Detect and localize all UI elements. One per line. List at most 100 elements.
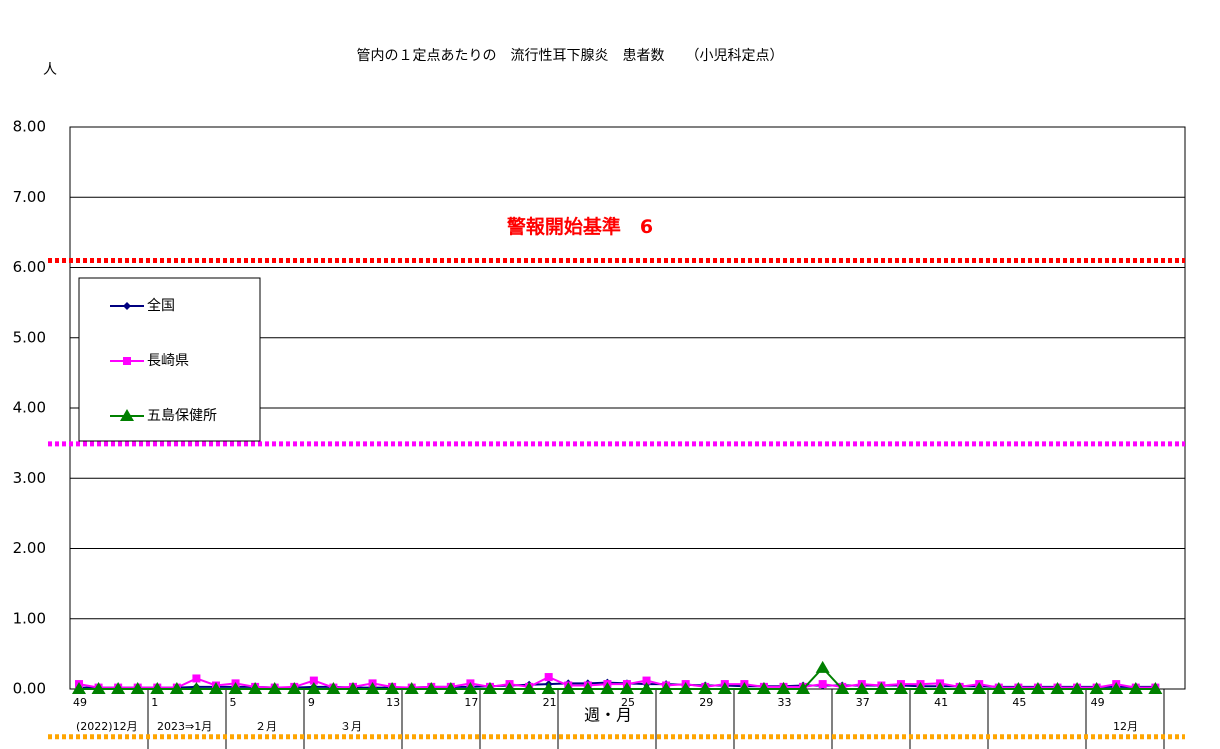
data-point [541, 682, 556, 694]
x-tick-label: 37 [856, 696, 870, 709]
data-point [208, 682, 223, 694]
x-tick-label: 13 [386, 696, 400, 709]
data-point [72, 682, 86, 694]
x-tick-label: 9 [308, 696, 315, 709]
x-tick-label: 41 [934, 696, 948, 709]
data-point [756, 682, 771, 694]
month-label: (2022)12月 [76, 720, 138, 733]
data-point [130, 682, 145, 694]
month-label: 2023⇒1月 [157, 720, 212, 733]
data-point [561, 682, 576, 694]
data-point [642, 676, 651, 685]
data-point [345, 682, 360, 694]
y-tick-label: 2.00 [13, 539, 46, 557]
x-tick-label: 21 [543, 696, 557, 709]
data-point [228, 682, 243, 694]
data-point [306, 682, 321, 694]
data-point [659, 682, 674, 694]
data-point [678, 682, 693, 694]
x-tick-label: 17 [464, 696, 478, 709]
data-point [835, 682, 850, 694]
x-tick-label: 49 [73, 696, 87, 709]
data-point [874, 682, 889, 694]
data-point [111, 682, 126, 694]
data-point [737, 682, 752, 694]
data-point [1109, 682, 1124, 694]
legend-label: 五島保健所 [147, 408, 217, 424]
month-label: ２月 [255, 720, 277, 733]
y-tick-label: 4.00 [13, 399, 46, 417]
data-point [776, 682, 791, 694]
data-point [1011, 682, 1026, 694]
data-point [796, 682, 811, 694]
data-point [385, 682, 400, 694]
data-point [1030, 682, 1045, 694]
data-point [717, 682, 732, 694]
x-tick-label: 49 [1091, 696, 1105, 709]
data-point [443, 682, 458, 694]
x-tick-label: 1 [151, 696, 158, 709]
data-point [600, 682, 615, 694]
data-point [893, 682, 908, 694]
data-point [1148, 682, 1163, 694]
data-point [933, 682, 948, 694]
data-point [1070, 682, 1085, 694]
month-label: 12月 [1113, 720, 1138, 733]
data-point [619, 682, 634, 694]
y-tick-label: 8.00 [13, 118, 46, 136]
data-point [522, 682, 537, 694]
legend-label: 全国 [147, 297, 175, 314]
x-axis-label: 週・月 [584, 706, 632, 725]
y-axis-label: 人 [43, 62, 57, 78]
chart-title: 管内の１定点あたりの 流行性耳下腺炎 患者数 （小児科定点） [357, 48, 784, 64]
x-tick-label: 5 [230, 696, 237, 709]
data-point [169, 682, 184, 694]
data-point [580, 682, 595, 694]
x-tick-label: 25 [621, 696, 635, 709]
data-point [991, 682, 1006, 694]
data-point [365, 682, 380, 694]
legend-label: 長崎県 [147, 353, 189, 369]
data-point [1050, 682, 1065, 694]
data-point [120, 409, 134, 421]
data-point [192, 674, 201, 683]
data-point [287, 682, 302, 694]
data-point [952, 682, 967, 694]
x-tick-label: 45 [1012, 696, 1026, 709]
y-tick-label: 6.00 [13, 258, 46, 276]
data-point [1128, 682, 1143, 694]
data-point [482, 682, 497, 694]
data-point [854, 682, 869, 694]
data-point [502, 682, 517, 694]
y-tick-label: 0.00 [13, 680, 46, 698]
data-point [818, 680, 827, 689]
data-point [913, 682, 928, 694]
data-point [424, 682, 439, 694]
data-point [698, 682, 713, 694]
x-tick-label: 33 [778, 696, 792, 709]
y-tick-label: 3.00 [13, 469, 46, 487]
y-tick-label: 7.00 [13, 188, 46, 206]
data-point [463, 682, 478, 694]
data-point [404, 682, 419, 694]
data-point [123, 302, 131, 310]
data-point [248, 682, 263, 694]
data-point [544, 673, 553, 682]
month-label: ３月 [340, 720, 362, 733]
y-tick-label: 5.00 [13, 328, 46, 346]
data-point [972, 682, 987, 694]
data-point [639, 682, 654, 694]
data-point [1089, 682, 1104, 694]
y-tick-label: 1.00 [13, 609, 46, 627]
reference-label: 警報開始基準 6 [507, 215, 653, 238]
data-point [91, 682, 106, 694]
legend-box [78, 277, 261, 442]
data-point [267, 682, 282, 694]
data-point [326, 682, 341, 694]
data-point [189, 682, 204, 694]
data-point [123, 357, 131, 365]
data-point [815, 660, 830, 673]
data-point [309, 676, 318, 685]
data-point [150, 682, 165, 694]
